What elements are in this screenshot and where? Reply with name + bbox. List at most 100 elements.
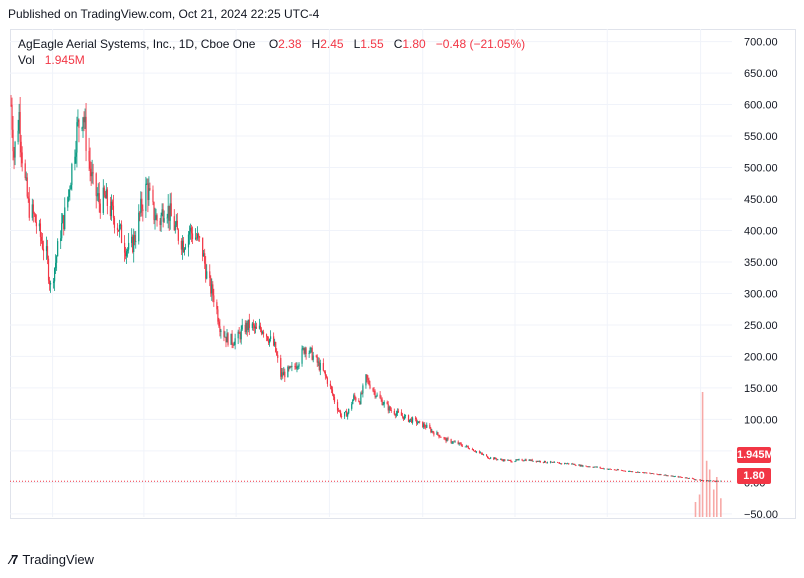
candle-body [606, 468, 608, 470]
tradingview-footer[interactable]: ⁄7 TradingView [10, 552, 94, 567]
candle-body [589, 466, 591, 468]
candle-body [425, 426, 427, 428]
candle-body [358, 400, 360, 402]
candle-body [543, 460, 546, 463]
candle-body [495, 457, 497, 459]
y-tick-label: 350.00 [744, 257, 778, 269]
candle-body [45, 246, 48, 252]
candle-body [109, 205, 111, 217]
candle-body [685, 477, 687, 479]
candle-body [68, 189, 70, 198]
candle-body [636, 472, 638, 474]
candle-body [415, 417, 417, 420]
candle-body [603, 468, 605, 470]
candle-body [338, 410, 341, 412]
candle-body [465, 445, 467, 447]
candle-body [453, 441, 455, 443]
candle-body [31, 204, 33, 218]
candle-body [67, 197, 69, 208]
candle-body [635, 471, 637, 473]
candle-body [432, 430, 434, 433]
candle-body [120, 224, 123, 243]
candle-body [585, 465, 587, 467]
candle-body [494, 457, 496, 460]
candle-body [475, 451, 478, 453]
candle-body [303, 348, 305, 354]
candle-body [27, 196, 29, 199]
candle-body [592, 466, 594, 468]
candle-body [329, 383, 332, 387]
candle-body [78, 119, 80, 128]
candle-body [515, 459, 517, 462]
candle-body [206, 271, 208, 279]
candle-body [246, 322, 248, 331]
y-tick-label: 200.00 [744, 351, 778, 363]
candle-body [382, 404, 384, 406]
candle-body [416, 419, 418, 424]
candle-body [680, 477, 682, 478]
candle-body [387, 404, 389, 411]
candle-body [10, 104, 12, 106]
candle-body [436, 432, 438, 435]
candle-body [580, 464, 582, 467]
candle-body [90, 168, 92, 177]
candle-body [311, 347, 313, 360]
candle-body [184, 247, 187, 249]
candle-body [530, 459, 532, 461]
y-tick-label: 150.00 [744, 383, 778, 395]
candle-body [650, 473, 652, 475]
candle-body [368, 379, 370, 385]
candle-body [537, 461, 539, 462]
candle-body [226, 333, 228, 343]
candle-body [716, 480, 718, 482]
price-chart[interactable]: 700.00 650.00 600.00 550.00 500.00 450.00 400.… [10, 29, 796, 519]
candle-body [294, 366, 296, 367]
candle-body [169, 203, 171, 221]
candle-body [75, 152, 77, 157]
candle-body [666, 475, 668, 477]
candle-body [497, 459, 499, 461]
candle-body [564, 463, 566, 464]
y-tick-label: 700.00 [744, 37, 778, 49]
candle-body [660, 474, 662, 475]
candle-body [665, 474, 667, 476]
volume-bar [698, 494, 701, 517]
candle-body [490, 457, 492, 459]
candle-body [473, 450, 476, 452]
candle-body [244, 324, 246, 333]
candle-body [607, 469, 609, 470]
candle-body [588, 466, 590, 468]
y-tick-label: 400.00 [744, 225, 778, 237]
candle-body [431, 430, 433, 432]
candle-body [651, 473, 653, 474]
candle-body [657, 474, 659, 476]
candle-body [517, 459, 519, 461]
candle-body [487, 456, 489, 459]
candle-body [227, 333, 229, 345]
candle-body [17, 130, 19, 142]
candle-body [48, 280, 51, 285]
candle-body [419, 421, 421, 423]
candle-body [290, 366, 292, 368]
candle-body [354, 395, 356, 398]
candle-body [92, 172, 94, 174]
candle-body [54, 268, 56, 282]
candle-body [232, 344, 234, 346]
candle-body [289, 366, 291, 369]
candle-body [161, 209, 163, 216]
candle-body [24, 163, 26, 179]
candle-body [220, 330, 222, 332]
candle-body [219, 326, 221, 332]
candle-body [241, 324, 243, 330]
candle-body [500, 459, 502, 461]
candle-body [390, 410, 392, 412]
candle-body [581, 464, 583, 467]
candle-body [450, 439, 452, 443]
y-tick-label: 650.00 [744, 68, 778, 80]
candle-body [652, 473, 654, 474]
candle-body [544, 460, 547, 463]
candle-body [196, 233, 199, 239]
candle-body [237, 331, 239, 339]
candle-body [479, 452, 482, 454]
candle-body [34, 214, 36, 223]
